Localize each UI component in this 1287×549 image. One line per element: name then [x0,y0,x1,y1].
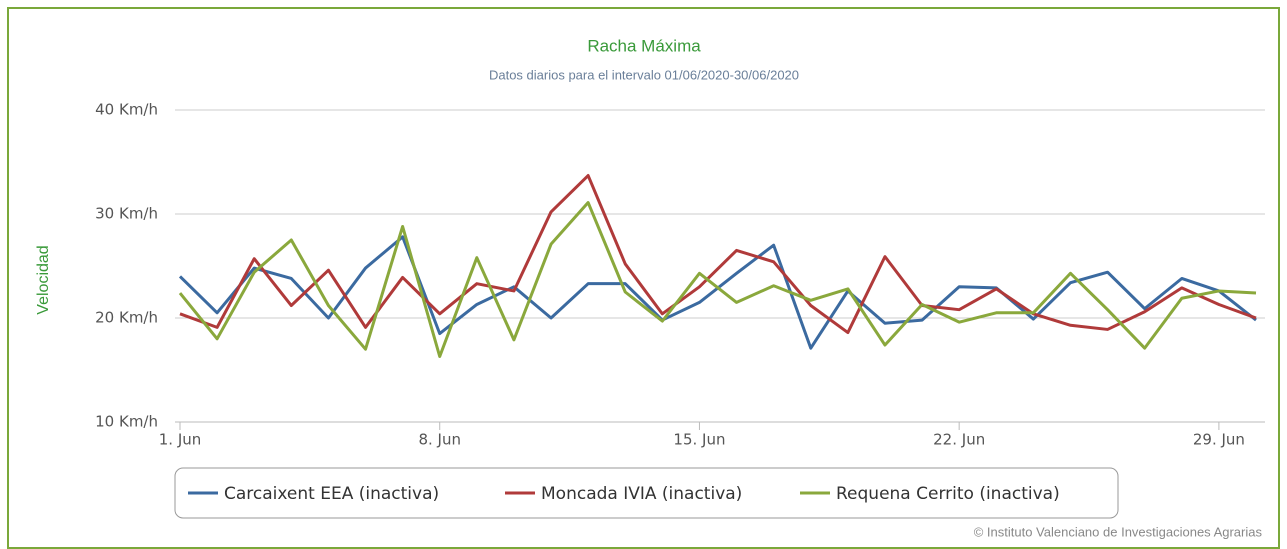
x-tick-label: 29. Jun [1193,431,1245,449]
series-line [178,201,1257,358]
y-tick-label: 30 Km/h [95,205,158,223]
legend-box [174,467,1119,519]
x-tick-label: 22. Jun [933,431,985,449]
legend-label: Moncada IVIA (inactiva) [541,484,742,504]
x-tick-label: 8. Jun [418,431,461,449]
y-tick-label: 10 Km/h [95,413,158,431]
y-tick-label: 40 Km/h [95,101,158,119]
x-tick-label: 15. Jun [673,431,725,449]
series-line [179,174,1257,335]
legend-label: Carcaixent EEA (inactiva) [224,484,439,504]
y-tick-label: 20 Km/h [95,309,158,327]
y-axis-label: Velocidad [35,245,52,314]
legend-label: Requena Cerrito (inactiva) [836,484,1060,504]
frame [7,7,1280,549]
credit: © Instituto Valenciano de Investigacione… [974,524,1263,539]
x-tick-label: 1. Jun [159,431,202,449]
chart-title: Racha Máxima [587,36,701,55]
chart-subtitle: Datos diarios para el intervalo 01/06/20… [489,67,799,82]
